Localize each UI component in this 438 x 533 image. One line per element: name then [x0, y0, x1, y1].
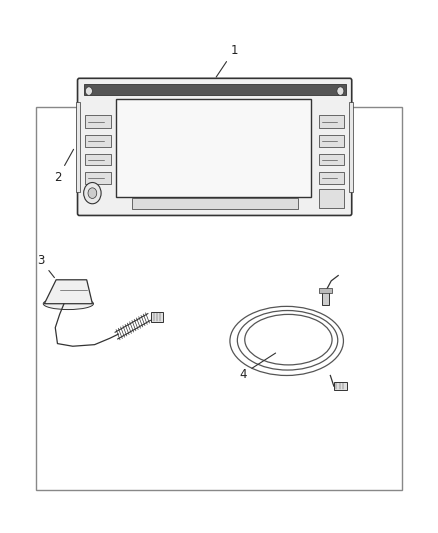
Text: 1: 1 [216, 44, 238, 77]
Bar [85, 172, 111, 184]
Bar [84, 84, 346, 95]
Bar [349, 102, 353, 192]
Circle shape [84, 182, 101, 204]
Circle shape [337, 87, 344, 95]
Bar [85, 154, 111, 165]
Bar [334, 382, 347, 390]
Bar [117, 99, 311, 197]
Bar [76, 102, 80, 192]
Text: 3: 3 [37, 254, 54, 278]
Bar [318, 172, 344, 184]
Bar [318, 189, 344, 208]
Bar [151, 312, 163, 322]
Bar [318, 154, 344, 165]
Bar [85, 135, 111, 147]
Text: 4: 4 [239, 353, 276, 381]
Circle shape [88, 188, 97, 198]
Bar [35, 107, 403, 490]
Bar [132, 198, 297, 209]
FancyBboxPatch shape [78, 78, 352, 215]
Polygon shape [44, 280, 92, 304]
Bar [85, 115, 111, 128]
Circle shape [85, 87, 92, 95]
Bar [321, 292, 329, 305]
Bar [318, 115, 344, 128]
Ellipse shape [43, 298, 93, 310]
Bar [318, 135, 344, 147]
Bar [319, 288, 332, 293]
Text: 2: 2 [54, 149, 74, 184]
